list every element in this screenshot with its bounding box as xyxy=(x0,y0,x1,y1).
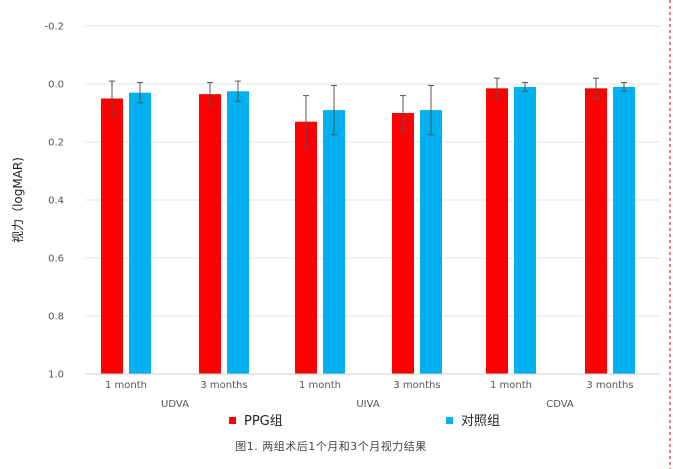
y-tick-label: 0.8 xyxy=(48,312,64,323)
legend-swatch xyxy=(229,417,236,424)
y-axis-label: 视力（logMAR) xyxy=(10,157,25,243)
error-bar-ppg-1 xyxy=(207,82,213,107)
error-bar-control-4 xyxy=(522,82,528,92)
bar-ppg-0 xyxy=(101,98,123,374)
error-bar-control-2 xyxy=(331,84,337,136)
x-group-label-cdva: CDVA xyxy=(546,399,574,410)
legend-label: 对照组 xyxy=(461,414,500,429)
error-bar-control-5 xyxy=(621,82,627,92)
bar-ppg-3 xyxy=(392,113,414,374)
error-bar-control-3 xyxy=(428,84,434,136)
x-tick-label: 1 month xyxy=(299,380,341,391)
legend-label: PPG组 xyxy=(244,414,283,429)
error-bar-control-1 xyxy=(235,80,241,102)
y-axis-ticks: -0.2 0.0 0.2 0.4 0.6 0.8 1.0 xyxy=(44,22,64,381)
x-group-label-udva: UDVA xyxy=(161,399,189,410)
bar-control-3 xyxy=(420,110,442,374)
error-bar-ppg-4 xyxy=(494,77,500,99)
x-axis-ticks: 1 month 3 months 1 month 3 months 1 month 3 m… xyxy=(105,380,634,391)
legend-item-control: 对照组 xyxy=(446,414,500,429)
bar-ppg-5 xyxy=(585,88,607,374)
error-bars xyxy=(109,77,627,149)
x-group-label-uiva: UIVA xyxy=(356,399,379,410)
y-tick-label: 0.6 xyxy=(48,254,64,265)
legend-swatch xyxy=(446,417,453,424)
error-bar-ppg-0 xyxy=(109,80,115,117)
x-tick-label: 3 months xyxy=(586,380,633,391)
grid-lines xyxy=(85,25,660,317)
figure-caption: 图1. 两组术后1个月和3个月视力结果 xyxy=(235,439,427,453)
x-axis-group-labels: UDVA UIVA CDVA xyxy=(161,399,574,410)
y-tick-label: 0.2 xyxy=(48,138,64,149)
y-tick-label: -0.2 xyxy=(44,22,64,33)
bars xyxy=(101,86,635,375)
error-bar-ppg-5 xyxy=(593,77,599,99)
error-bar-ppg-2 xyxy=(303,95,309,149)
y-tick-label: 1.0 xyxy=(48,370,64,381)
error-bar-control-0 xyxy=(137,82,143,104)
x-tick-label: 3 months xyxy=(200,380,247,391)
y-tick-label: 0.4 xyxy=(48,196,64,207)
bar-control-0 xyxy=(129,92,151,374)
bar-ppg-4 xyxy=(486,88,508,374)
bar-ppg-2 xyxy=(295,121,317,374)
x-tick-label: 1 month xyxy=(105,380,147,391)
y-tick-label: 0.0 xyxy=(48,80,64,91)
bar-control-4 xyxy=(514,86,536,375)
x-tick-label: 1 month xyxy=(490,380,532,391)
error-bar-ppg-3 xyxy=(400,95,406,131)
x-tick-label: 3 months xyxy=(393,380,440,391)
legend: PPG组 对照组 xyxy=(229,414,500,429)
bar-ppg-1 xyxy=(199,94,221,375)
legend-item-ppg: PPG组 xyxy=(229,414,283,429)
bar-control-5 xyxy=(613,86,635,375)
bar-control-1 xyxy=(227,91,249,374)
bar-control-2 xyxy=(323,110,345,374)
